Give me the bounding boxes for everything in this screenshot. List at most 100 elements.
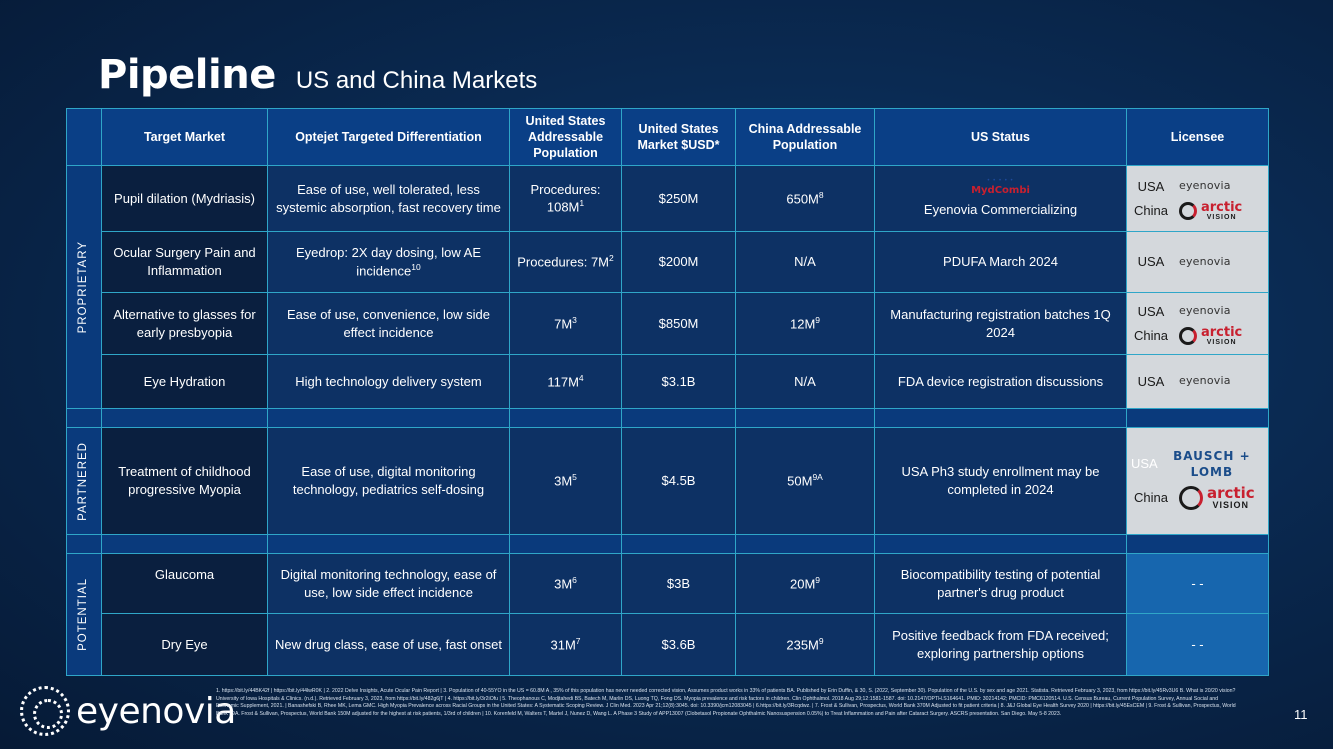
- footer-brand: eyenovia: [76, 690, 236, 732]
- licensee-china: China arctic VISION: [1131, 324, 1264, 348]
- table-row: POTENTIAL Glaucoma Digital monitoring te…: [66, 553, 1269, 676]
- status-cell: PDUFA March 2024: [874, 231, 1127, 293]
- footnote-ref: 9: [815, 574, 821, 585]
- us-market-cell: $850M: [621, 292, 736, 355]
- eyenovia-dots-icon: [20, 686, 70, 736]
- footnote-ref: 9: [815, 314, 821, 325]
- arctic-vision-logo: arctic VISION: [1179, 326, 1242, 346]
- licensee-cell: - -: [1126, 553, 1269, 614]
- target-cell: Glaucoma: [101, 553, 268, 614]
- china-pop-value: 650M: [786, 190, 819, 206]
- us-pop-value: 117M: [547, 373, 579, 389]
- licensee-usa: USA eyenovia: [1131, 250, 1264, 274]
- us-pop-cell: 31M7: [509, 613, 622, 676]
- footnote-ref: 2: [609, 253, 614, 264]
- us-pop-cell: Procedures: 108M1: [509, 165, 622, 232]
- page-number: 11: [1294, 707, 1308, 722]
- licensee-usa: USA eyenovia: [1131, 300, 1264, 324]
- status-cell: Biocompatibility testing of potential pa…: [874, 553, 1127, 614]
- page-title: Pipeline: [98, 52, 276, 98]
- col-header: United States Market $USD*: [621, 108, 736, 166]
- arctic-vision-icon: [1179, 326, 1197, 345]
- spacer-row: [66, 534, 1269, 554]
- china-pop-value: 20M: [789, 575, 816, 591]
- header-row: Target Market Optejet Targeted Different…: [66, 108, 1269, 166]
- country-label: China: [1134, 490, 1168, 506]
- diff-value: Eyedrop: 2X day dosing, low AE incidence: [295, 245, 481, 279]
- table-row: Dry Eye New drug class, ease of use, fas…: [67, 613, 1269, 676]
- group-partnered: PARTNERED: [66, 427, 102, 535]
- arctic-vision-logo: arctic VISION: [1179, 486, 1255, 510]
- col-header: Target Market: [101, 108, 268, 166]
- country-label: USA: [1137, 178, 1165, 194]
- arctic-logo-top: arctic: [1207, 484, 1255, 502]
- country-label: China: [1134, 327, 1168, 343]
- spacer-row: [66, 408, 1269, 428]
- licensee-cell: - -: [1126, 613, 1269, 676]
- country-label: USA: [1131, 456, 1158, 472]
- us-pop-cell: 3M6: [509, 553, 622, 614]
- country-label: China: [1134, 202, 1168, 218]
- footnote-ref: 10: [411, 261, 421, 272]
- arctic-logo-bottom: VISION: [1206, 338, 1237, 346]
- pipeline-table: Target Market Optejet Targeted Different…: [66, 108, 1269, 676]
- diff-cell: High technology delivery system: [267, 354, 510, 409]
- diff-cell: Ease of use, well tolerated, less system…: [267, 165, 510, 232]
- status-cell: Manufacturing registration batches 1Q 20…: [874, 292, 1127, 355]
- status-cell: • • • • • MydCombi Eyenovia Commercializ…: [874, 165, 1127, 232]
- china-pop-cell: 20M9: [735, 553, 875, 614]
- col-header: Licensee: [1126, 108, 1269, 166]
- bausch-lomb-logo: BAUSCH + LOMB: [1173, 448, 1251, 479]
- mydcombi-logo: • • • • • MydCombi: [879, 178, 1122, 198]
- us-market-cell: $3.1B: [621, 354, 736, 409]
- china-pop-cell: N/A: [735, 231, 875, 293]
- us-market-cell: $250M: [621, 165, 736, 232]
- group-potential: POTENTIAL: [66, 553, 102, 676]
- us-pop-value: Procedures: 7M: [517, 254, 610, 270]
- page-header: Pipeline US and China Markets: [98, 52, 537, 98]
- table-row: Eye Hydration High technology delivery s…: [67, 354, 1269, 409]
- target-cell: Dry Eye: [101, 613, 268, 676]
- us-pop-value: 7M: [554, 315, 573, 331]
- us-pop-cell: 3M5: [509, 427, 622, 535]
- footnote-ref: 9A: [812, 472, 823, 483]
- eyenovia-footer-logo: eyenovia: [20, 686, 236, 736]
- table-row: PARTNERED Treatment of childhood progres…: [66, 427, 1269, 535]
- col-header: US Status: [874, 108, 1127, 166]
- target-cell: Treatment of childhood progressive Myopi…: [101, 427, 268, 535]
- diff-cell: Ease of use, convenience, low side effec…: [267, 292, 510, 355]
- us-pop-value: 3M: [554, 575, 573, 591]
- china-pop-value: 50M: [787, 473, 813, 489]
- target-cell: Eye Hydration: [101, 354, 268, 409]
- us-market-cell: $3.6B: [621, 613, 736, 676]
- col-header: Optejet Targeted Differentiation: [267, 108, 510, 166]
- status-cell: USA Ph3 study enrollment may be complete…: [874, 427, 1127, 535]
- eyenovia-logo: eyenovia: [1179, 254, 1231, 268]
- eyenovia-logo: eyenovia: [1179, 304, 1231, 318]
- target-cell: Ocular Surgery Pain and Inflammation: [101, 231, 268, 293]
- china-pop-value: 235M: [786, 636, 819, 652]
- us-pop-cell: Procedures: 7M2: [509, 231, 622, 293]
- eyenovia-logo: eyenovia: [1179, 374, 1231, 388]
- china-pop-cell: 235M9: [735, 613, 875, 676]
- header-corner: [66, 108, 102, 166]
- arctic-logo-bottom: VISION: [1212, 500, 1250, 510]
- country-label: USA: [1137, 254, 1165, 270]
- licensee-china: China arctic VISION: [1131, 199, 1264, 223]
- us-market-cell: $4.5B: [621, 427, 736, 535]
- group-label: PROPRIETARY: [77, 240, 90, 334]
- status-cell: Positive feedback from FDA received; exp…: [874, 613, 1127, 676]
- col-header: United States Addressable Population: [509, 108, 622, 166]
- us-market-cell: $3B: [621, 553, 736, 614]
- arctic-vision-icon: [1179, 486, 1203, 510]
- footnote-ref: 3: [572, 314, 577, 325]
- licensee-china: China arctic VISION: [1131, 481, 1264, 515]
- diff-cell: Eyedrop: 2X day dosing, low AE incidence…: [267, 231, 510, 293]
- footnote-ref: 6: [572, 574, 577, 585]
- us-pop-value: Procedures: 108M: [530, 181, 601, 215]
- arctic-vision-logo: arctic VISION: [1179, 201, 1242, 221]
- country-label: USA: [1137, 373, 1165, 389]
- col-header: China Addressable Population: [735, 108, 875, 166]
- arctic-logo-top: arctic: [1201, 199, 1243, 215]
- china-pop-value: 12M: [789, 315, 816, 331]
